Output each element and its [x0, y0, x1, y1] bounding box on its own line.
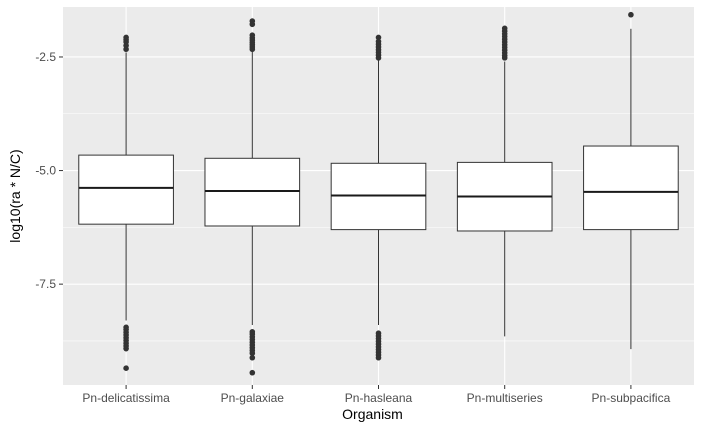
outlier-point — [375, 354, 382, 361]
box-group — [204, 18, 301, 376]
outlier-point — [249, 350, 256, 356]
outlier-point — [123, 46, 129, 53]
outlier-point — [249, 354, 256, 361]
y-axis-title: log10(ra * N/C) — [7, 149, 23, 242]
box-group — [78, 34, 174, 371]
outlier-point — [375, 55, 382, 61]
outlier-point — [249, 21, 256, 28]
y-tick-label: -2.5 — [35, 50, 56, 64]
outlier-point — [249, 46, 256, 53]
y-tick-label: -5.0 — [35, 164, 56, 178]
outlier-point — [628, 11, 634, 18]
x-tick-label: Pn-galaxiae — [221, 391, 285, 405]
box-group — [456, 25, 553, 337]
x-axis-title: Organism — [342, 406, 403, 422]
box-group — [583, 11, 679, 350]
outlier-point — [123, 365, 129, 371]
x-tick-label: Pn-delicatissima — [82, 391, 170, 405]
outlier-point — [249, 369, 256, 376]
box-iqr — [78, 154, 174, 225]
box-iqr — [204, 157, 301, 227]
outlier-point — [501, 55, 508, 61]
boxes-layer — [78, 11, 679, 376]
x-tick-label: Pn-subpacifica — [592, 391, 671, 405]
x-tick-label: Pn-hasleana — [345, 391, 413, 405]
x-tick-label: Pn-multiseries — [467, 391, 543, 405]
axes-layer: -2.5 -5.0 -7.5 Pn-delicatissima Pn-galaxiae P… — [35, 50, 670, 405]
box-group — [330, 34, 427, 361]
y-tick-label: -7.5 — [35, 277, 56, 291]
outlier-point — [123, 345, 129, 352]
box-iqr — [583, 145, 679, 231]
outlier-point — [375, 34, 382, 41]
